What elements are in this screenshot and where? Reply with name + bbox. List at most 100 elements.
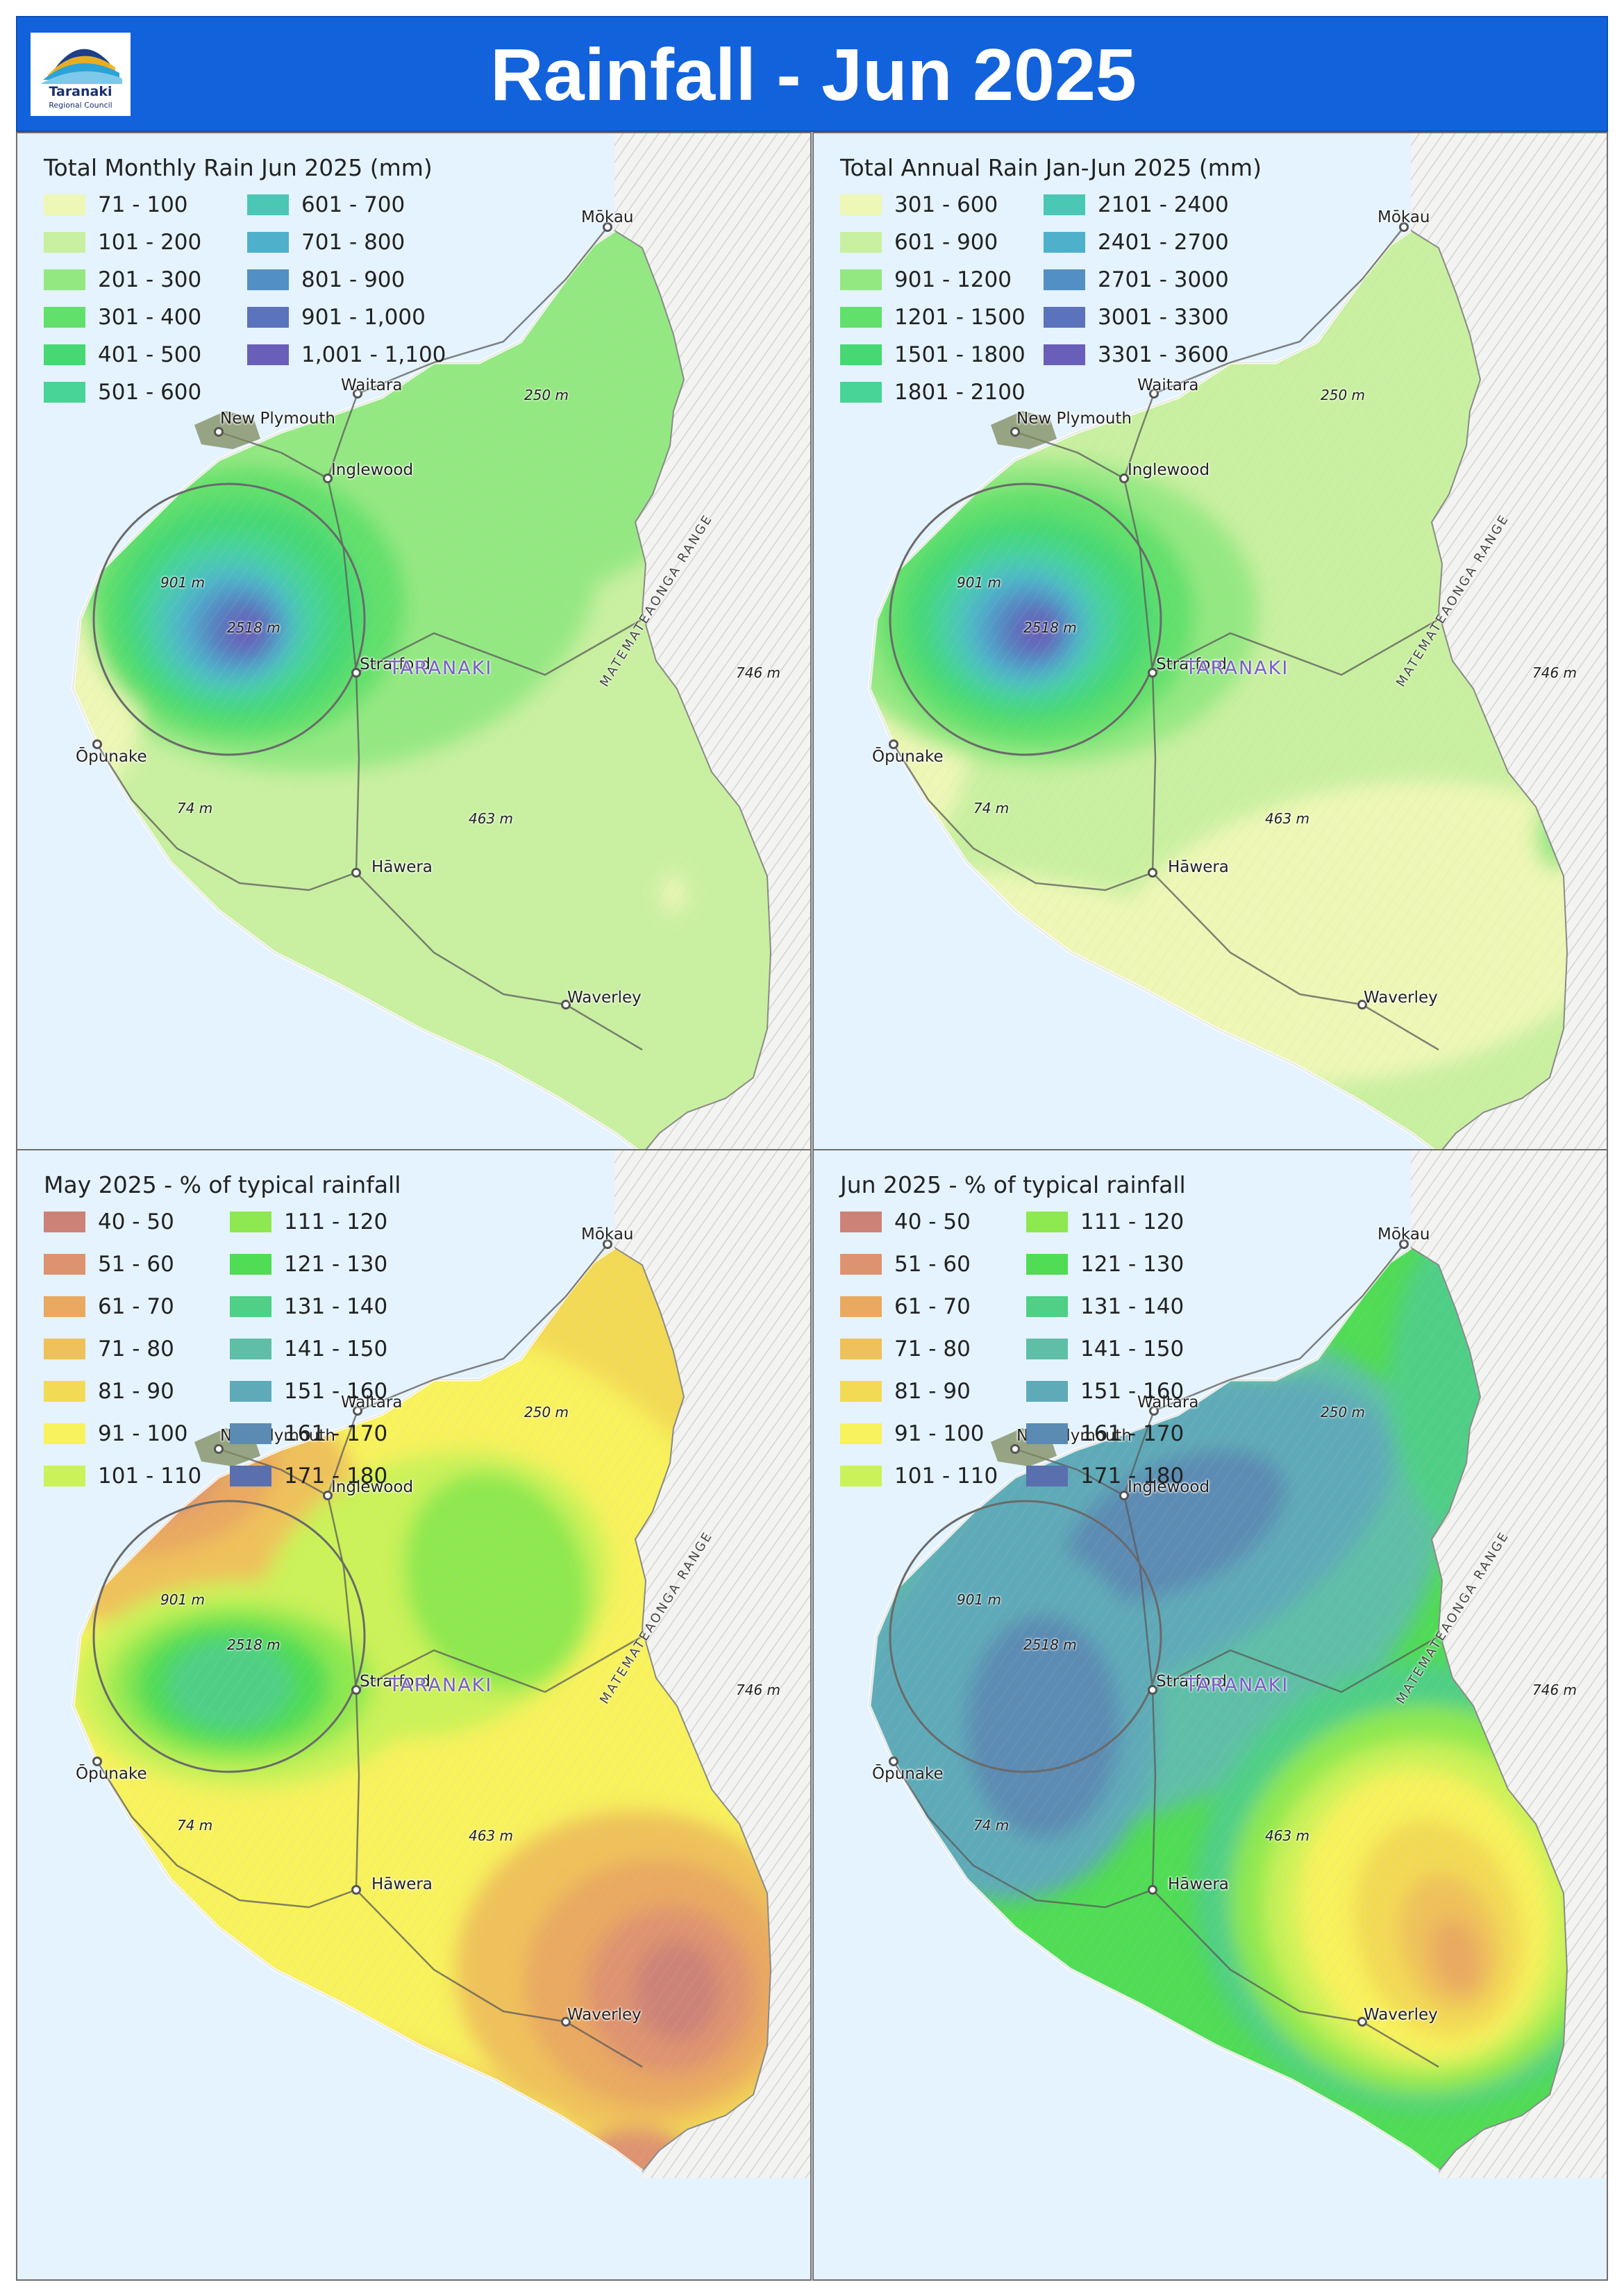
legend-item: 701 - 800 [247, 228, 405, 256]
legend-label: 111 - 120 [284, 1209, 388, 1234]
legend-label: 61 - 70 [98, 1294, 174, 1319]
elevation-label: 746 m [736, 1682, 781, 1698]
legend-swatch [247, 232, 289, 253]
legend-swatch [230, 1466, 271, 1486]
legend-label: 701 - 800 [301, 230, 405, 255]
elevation-label: 250 m [524, 387, 569, 403]
elevation-label: 2518 m [227, 619, 281, 636]
elevation-label: 901 m [957, 1591, 1002, 1608]
legend-label: 40 - 50 [98, 1209, 174, 1234]
legend-item: 71 - 80 [840, 1335, 971, 1363]
legend-item: 40 - 50 [44, 1208, 174, 1236]
legend-item: 71 - 100 [44, 191, 188, 219]
legend-label: 601 - 900 [894, 230, 998, 255]
legend-item: 101 - 110 [44, 1462, 201, 1490]
legend-swatch [840, 1339, 882, 1359]
legend-label: 161 - 170 [284, 1421, 388, 1446]
place-label: Ōpunake [76, 748, 147, 766]
map-canvas [17, 133, 810, 1276]
legend-item: 901 - 1200 [840, 266, 1012, 294]
legend-label: 901 - 1200 [894, 267, 1012, 292]
elevation-label: 901 m [160, 1591, 206, 1608]
legend-swatch [840, 1381, 882, 1402]
legend-item: 71 - 80 [44, 1335, 174, 1363]
legend-label: 101 - 110 [98, 1464, 202, 1489]
legend-label: 121 - 130 [284, 1252, 388, 1277]
legend-label: 81 - 90 [894, 1379, 971, 1404]
road [96, 744, 643, 1051]
elevation-label: 746 m [1532, 1682, 1577, 1698]
legend-swatch [44, 232, 85, 253]
legend-swatch [1044, 232, 1085, 253]
place-label: Stratford [360, 1673, 431, 1691]
town-marker [889, 739, 898, 749]
road [326, 1410, 359, 1496]
legend-item: 601 - 700 [247, 191, 405, 219]
town-marker [1399, 222, 1409, 232]
legend-item: 161 - 170 [1026, 1420, 1184, 1448]
region-label: TARANAKI [389, 1675, 493, 1696]
legend-swatch [44, 1381, 85, 1402]
legend-item: 91 - 100 [44, 1420, 188, 1448]
road [218, 1448, 360, 1891]
elevation-label: 250 m [1321, 387, 1366, 403]
legend-title: Jun 2025 - % of typical rainfall [840, 1171, 1186, 1198]
legend-item: 301 - 400 [44, 303, 201, 331]
town-marker [351, 1685, 361, 1695]
legend-label: 161 - 170 [1080, 1421, 1184, 1446]
town-marker [1357, 1000, 1367, 1009]
place-label: Waitara [341, 1393, 403, 1411]
legend-swatch [44, 269, 85, 290]
legend-swatch [44, 344, 85, 365]
town-marker [353, 1406, 362, 1416]
legend-item: 161 - 170 [230, 1420, 387, 1448]
legend-swatch [44, 1212, 85, 1232]
logo-subtitle: Regional Council [49, 101, 112, 110]
legend-label: 151 - 160 [284, 1379, 388, 1404]
town-marker [92, 739, 102, 749]
elevation-label: 463 m [469, 810, 514, 827]
national-park-boundary [92, 1500, 366, 1773]
legend-swatch [1026, 1296, 1068, 1317]
town-marker [1399, 1239, 1409, 1249]
legend-label: 141 - 150 [284, 1336, 388, 1361]
place-label: Inglewood [1128, 461, 1210, 479]
town-marker [1149, 389, 1159, 399]
legend-swatch [1044, 269, 1085, 290]
legend-item: 141 - 150 [230, 1335, 387, 1363]
place-label: Waverley [1364, 2006, 1438, 2024]
elevation-label: 250 m [524, 1404, 569, 1421]
town-marker [1010, 427, 1020, 437]
legend-item: 1801 - 2100 [840, 378, 1026, 406]
legend-swatch [44, 1254, 85, 1275]
road [96, 1761, 643, 2068]
road [1014, 430, 1157, 873]
legend-swatch [44, 1423, 85, 1444]
national-park-boundary [92, 483, 366, 756]
legend-item: 201 - 300 [44, 266, 201, 294]
legend-item: 121 - 130 [1026, 1250, 1184, 1278]
road [326, 393, 359, 479]
road [1123, 1410, 1155, 1496]
map-canvas [814, 1150, 1607, 2279]
legend: Total Annual Rain Jan-Jun 2025 (mm) 301 -… [840, 154, 1262, 405]
legend-label: 121 - 130 [1080, 1252, 1184, 1277]
place-label: Mōkau [581, 1225, 634, 1243]
legend-item: 3301 - 3600 [1044, 341, 1229, 369]
town-marker [603, 1239, 612, 1249]
legend-label: 131 - 140 [1080, 1294, 1184, 1319]
legend-label: 91 - 100 [894, 1421, 985, 1446]
legend-swatch [1026, 1423, 1068, 1444]
place-label: Inglewood [331, 1478, 414, 1496]
legend-swatch [247, 344, 289, 365]
region-label: TARANAKI [1185, 657, 1289, 679]
place-label: Waitara [341, 376, 403, 394]
legend-swatch [44, 1466, 85, 1486]
legend-swatch [1026, 1381, 1068, 1402]
legend-label: 501 - 600 [98, 380, 202, 405]
legend-label: 601 - 700 [301, 192, 405, 217]
logo-name: Taranaki [49, 84, 112, 99]
panel-monthly-rain: Mōkau Waitara New Plymouth Inglewood Stratfo… [16, 132, 812, 1277]
page-title: Rainfall - Jun 2025 [490, 34, 1137, 116]
